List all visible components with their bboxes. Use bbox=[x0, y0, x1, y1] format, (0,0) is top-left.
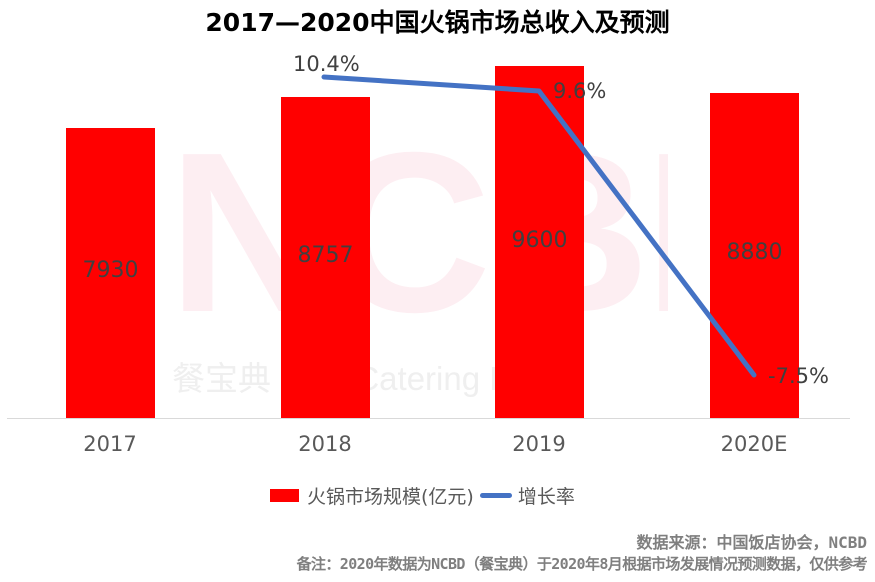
legend-bar-swatch-icon bbox=[270, 488, 299, 502]
bar-2020e bbox=[710, 93, 799, 418]
x-tick-label: 2020E bbox=[720, 432, 788, 456]
bar-value-label: 9600 bbox=[511, 228, 568, 253]
bar-value-label: 7930 bbox=[82, 258, 139, 283]
x-tick-label: 2019 bbox=[512, 432, 566, 456]
plot-area: NCBD 餐宝典 New Catering Data 7930 8757 960… bbox=[7, 52, 850, 456]
legend-line-swatch-icon bbox=[479, 492, 512, 498]
data-source: 数据来源：中国饭店协会，NCBD bbox=[636, 533, 867, 552]
watermark-ncbd: NCBD bbox=[168, 128, 668, 338]
bar-2017 bbox=[66, 128, 155, 418]
legend-bar-label: 火锅市场规模(亿元) bbox=[307, 485, 474, 508]
footnote: 备注：2020年数据为NCBD（餐宝典）于2020年8月根据市场发展情况预测数据… bbox=[296, 555, 868, 573]
bar-value-label: 8757 bbox=[297, 243, 354, 268]
x-axis-line bbox=[7, 418, 850, 419]
legend-line-label: 增长率 bbox=[517, 485, 575, 508]
growth-rate-line bbox=[321, 74, 757, 378]
growth-label-2018: 10.4% bbox=[293, 52, 360, 76]
x-tick-label: 2018 bbox=[298, 432, 352, 456]
chart-title: 2017—2020中国火锅市场总收入及预测 bbox=[205, 8, 670, 37]
chart-legend: 火锅市场规模(亿元) 增长率 bbox=[270, 483, 575, 508]
growth-label-2019: 9.6% bbox=[553, 79, 607, 103]
x-tick-label: 2017 bbox=[83, 432, 137, 456]
bar-2018 bbox=[281, 97, 370, 418]
bar-value-label: 8880 bbox=[726, 240, 783, 265]
bar-2019 bbox=[495, 66, 584, 418]
growth-label-2020e: -7.5% bbox=[768, 364, 829, 388]
